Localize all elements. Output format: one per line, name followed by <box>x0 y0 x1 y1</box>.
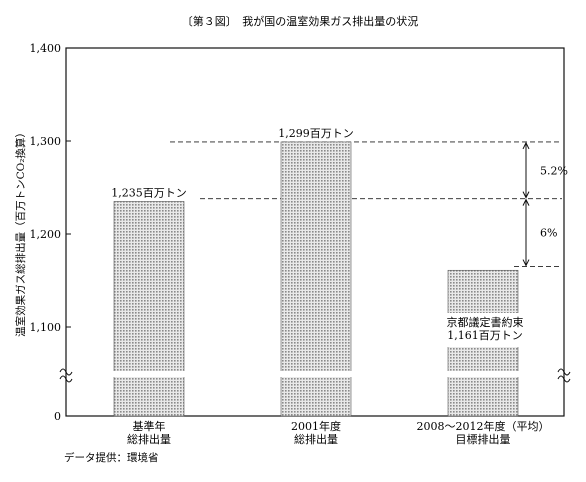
y-tick-label: 1,100 <box>30 321 62 334</box>
break-mark <box>557 375 571 383</box>
difference-arrows: 5.2% 6% <box>522 141 568 267</box>
reference-lines <box>170 141 562 267</box>
break-mark <box>557 368 571 376</box>
category-label: 2001年度 <box>291 419 341 433</box>
percent-label: 5.2% <box>540 164 568 177</box>
target-label-bg <box>447 313 523 347</box>
bar-value-label: 1,235百万トン <box>111 186 187 199</box>
y-tick-label: 1,300 <box>30 135 62 148</box>
break-mark <box>59 368 73 376</box>
target-label-line: 京都議定書約束 <box>447 315 524 329</box>
target-label-line: 1,161百万トン <box>447 329 523 342</box>
y-tick-label: 1,200 <box>30 228 62 241</box>
bars <box>113 141 519 417</box>
y-axis-ticks: 0 1,100 1,200 1,300 1,400 <box>30 42 71 423</box>
chart-title: 〔第３図〕 我が国の温室効果ガス排出量の状況 <box>182 14 419 28</box>
bar-value-label: 1,299百万トン <box>278 127 354 140</box>
arrow-head <box>522 191 530 199</box>
bar <box>280 141 352 417</box>
y-tick-label: 1,400 <box>30 42 62 55</box>
category-label: 目標排出量 <box>456 432 511 446</box>
arrow-head <box>522 259 530 267</box>
category-label: 総排出量 <box>294 432 338 446</box>
break-mark <box>59 375 73 383</box>
arrow-head <box>522 198 530 206</box>
axis-break-marks <box>59 368 571 383</box>
bar <box>113 201 185 417</box>
y-axis-label: 温室効果ガス総排出量（百万トンCO₂換算） <box>14 127 27 337</box>
y-tick-label: 0 <box>54 410 61 423</box>
category-label: 2008～2012年度（平均） <box>417 419 550 433</box>
category-label: 基準年 <box>133 419 166 433</box>
arrow-head <box>522 141 530 150</box>
break-band <box>67 371 563 377</box>
category-label: 総排出量 <box>127 432 171 446</box>
percent-label: 6% <box>540 227 557 240</box>
source-note: データ提供：環境省 <box>64 451 159 464</box>
